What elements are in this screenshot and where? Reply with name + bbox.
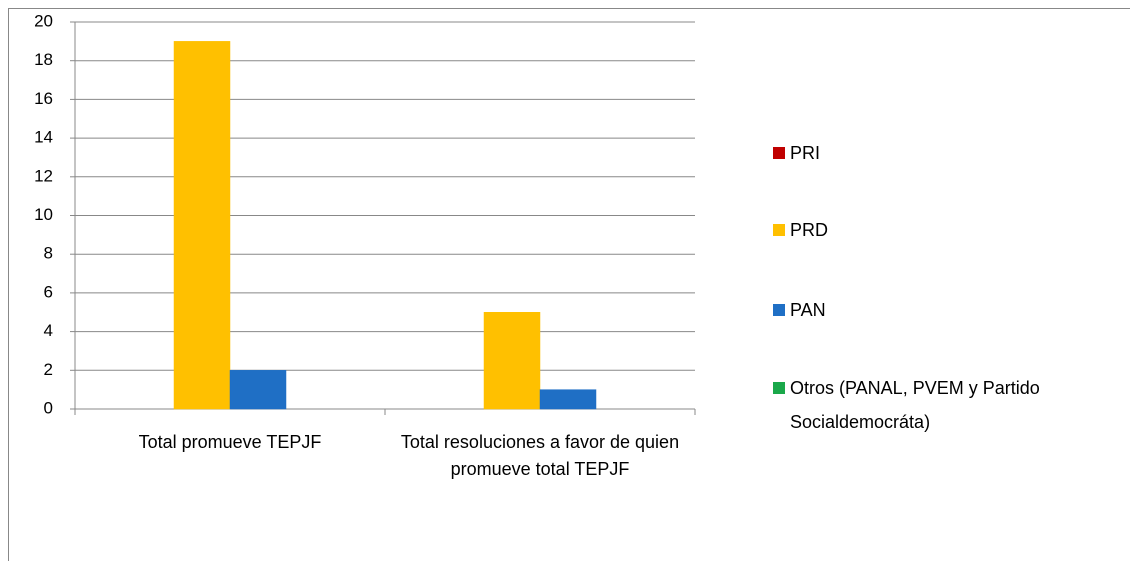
legend-swatch xyxy=(773,147,785,159)
y-tick-label: 12 xyxy=(34,166,53,185)
y-tick-label: 16 xyxy=(34,89,53,108)
bar xyxy=(483,312,541,410)
legend-swatch xyxy=(773,224,785,236)
x-tick-label: Total resoluciones a favor de quien prom… xyxy=(400,432,680,479)
y-tick-label: 18 xyxy=(34,50,53,69)
legend-label: PRD xyxy=(790,220,829,240)
y-tick-label: 10 xyxy=(34,205,53,224)
legend-label: Otros (PANAL, PVEM y Partido Socialdemoc… xyxy=(790,378,1040,432)
legend-label: PAN xyxy=(790,300,826,320)
legend-item: Otros (PANAL, PVEM y Partido Socialdemoc… xyxy=(773,371,1123,439)
y-tick-label: 20 xyxy=(34,11,53,30)
legend-swatch xyxy=(773,304,785,316)
y-tick-label: 14 xyxy=(34,128,53,147)
y-tick-label: 0 xyxy=(44,398,53,417)
x-tick-label: Total promueve TEPJF xyxy=(138,432,322,452)
y-tick-label: 2 xyxy=(44,360,53,379)
bar xyxy=(229,370,287,410)
legend-item: PRI xyxy=(773,136,1123,170)
bar xyxy=(173,41,231,410)
bar xyxy=(539,389,597,410)
y-tick-label: 8 xyxy=(44,244,53,263)
y-tick-label: 4 xyxy=(44,321,53,340)
legend-swatch xyxy=(773,382,785,394)
y-tick-label: 6 xyxy=(44,282,53,301)
legend-item: PAN xyxy=(773,293,1123,327)
legend-item: PRD xyxy=(773,213,1123,247)
frame xyxy=(8,8,1130,561)
legend-label: PRI xyxy=(790,143,821,163)
